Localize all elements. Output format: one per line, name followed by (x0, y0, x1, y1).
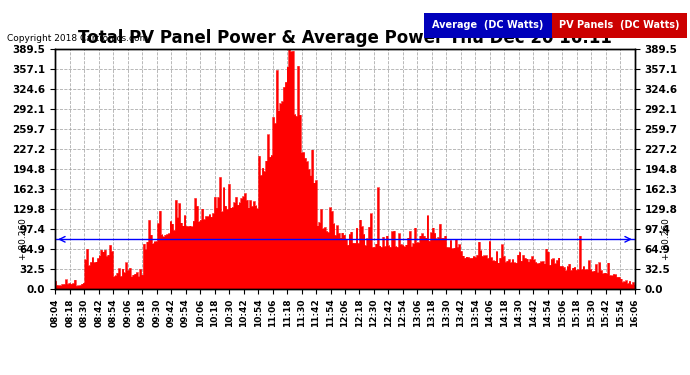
Text: Average  (DC Watts): Average (DC Watts) (433, 20, 544, 30)
Title: Total PV Panel Power & Average Power Thu Dec 20 16:11: Total PV Panel Power & Average Power Thu… (78, 29, 612, 47)
Text: Copyright 2018 Cartronics.com: Copyright 2018 Cartronics.com (7, 34, 148, 43)
Text: PV Panels  (DC Watts): PV Panels (DC Watts) (559, 20, 680, 30)
Text: + 80.260: + 80.260 (662, 218, 671, 260)
Text: + 80.260: + 80.260 (19, 218, 28, 260)
